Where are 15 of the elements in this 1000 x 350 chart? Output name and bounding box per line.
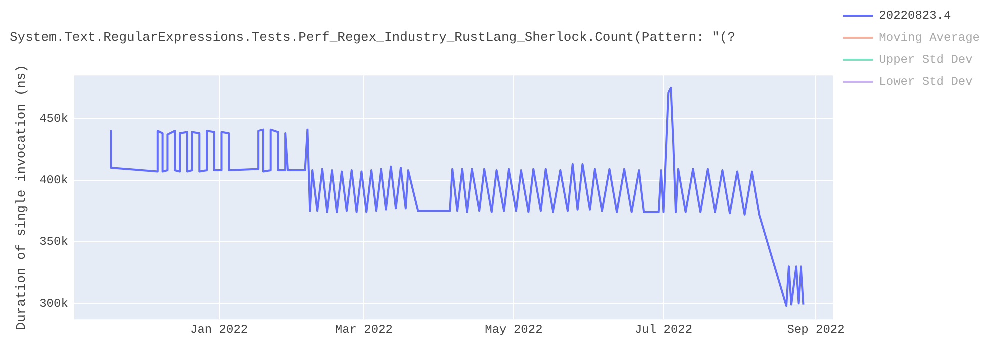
x-tick-label: Jan 2022 [190, 322, 248, 337]
legend-label: Lower Std Dev [879, 75, 973, 90]
x-tick-label: Mar 2022 [335, 322, 393, 337]
legend-label: Upper Std Dev [879, 53, 973, 68]
y-tick-label: 300k [40, 296, 68, 311]
y-axis-title: Duration of single invocation (ns) [14, 64, 30, 330]
x-tick-label: May 2022 [485, 322, 543, 337]
chart-title: System.Text.RegularExpressions.Tests.Perf_Regex_Industry_RustLang_Sherlock.Count(Pattern: "(? [10, 30, 736, 46]
y-tick-label: 450k [40, 112, 68, 126]
y-tick-label: 400k [40, 174, 68, 188]
legend-label: Moving Average [879, 31, 980, 46]
legend-label: 20220823.4 [879, 9, 952, 24]
y-tick-label: 350k [40, 235, 68, 250]
x-tick-label: Jul 2022 [634, 322, 693, 337]
x-tick-label: Sep 2022 [787, 322, 845, 337]
